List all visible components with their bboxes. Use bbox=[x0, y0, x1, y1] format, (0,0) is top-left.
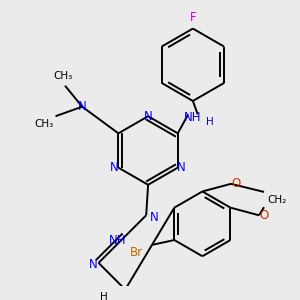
Text: CH₃: CH₃ bbox=[34, 119, 54, 129]
Text: H: H bbox=[206, 117, 214, 127]
Text: O: O bbox=[259, 209, 268, 222]
Text: Br: Br bbox=[130, 246, 143, 259]
Text: N: N bbox=[144, 110, 152, 123]
Text: N: N bbox=[177, 161, 186, 174]
Text: N: N bbox=[78, 100, 87, 113]
Text: H: H bbox=[100, 292, 108, 300]
Text: N: N bbox=[149, 211, 158, 224]
Text: NH: NH bbox=[109, 235, 126, 248]
Text: CH₃: CH₃ bbox=[53, 71, 73, 81]
Text: NH: NH bbox=[184, 111, 202, 124]
Text: N: N bbox=[110, 161, 119, 174]
Text: CH₂: CH₂ bbox=[268, 195, 287, 205]
Text: F: F bbox=[190, 11, 196, 24]
Text: N: N bbox=[88, 258, 97, 271]
Text: O: O bbox=[231, 177, 240, 190]
